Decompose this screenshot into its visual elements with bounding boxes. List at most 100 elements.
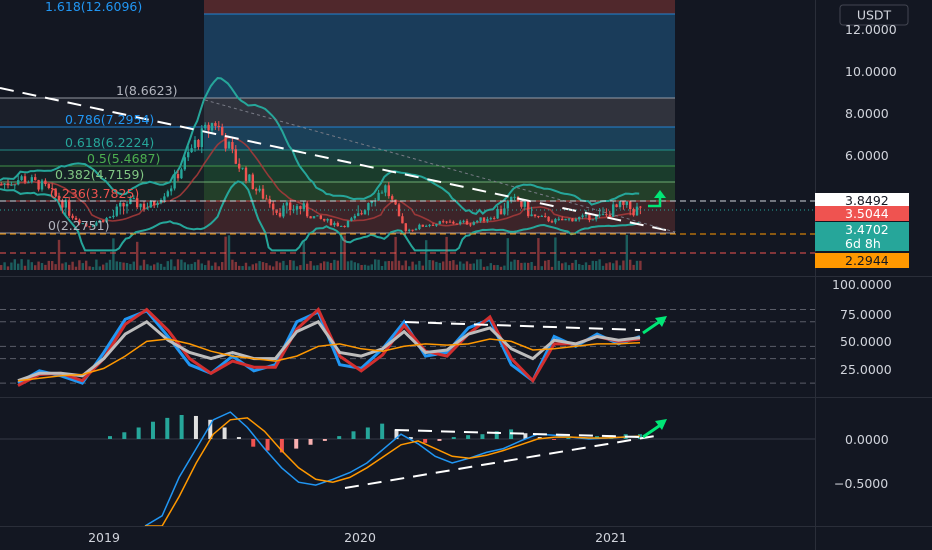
volume-bar bbox=[61, 263, 64, 270]
volume-bar bbox=[282, 260, 285, 270]
volume-bar bbox=[336, 260, 339, 270]
volume-bar bbox=[571, 262, 574, 270]
volume-bar bbox=[489, 263, 492, 270]
candle-body bbox=[482, 217, 486, 222]
candlesticks bbox=[0, 121, 642, 234]
fib-zone-extension bbox=[0, 201, 204, 233]
macd-lower-trendline[interactable] bbox=[344, 435, 656, 489]
volume-bar bbox=[329, 262, 333, 270]
candle-body bbox=[387, 185, 390, 197]
oscillator-axis[interactable]: 100.0000 75.0000 50.0000 25.0000 bbox=[832, 277, 892, 377]
price-axis[interactable]: USDT 12.0000 10.0000 8.0000 6.0000 bbox=[839, 4, 909, 163]
volume-bar bbox=[244, 262, 248, 270]
candle-body bbox=[550, 221, 554, 223]
candle-body bbox=[190, 148, 193, 153]
candle-body bbox=[153, 201, 156, 205]
volume-bar bbox=[275, 261, 278, 270]
macd-axis[interactable]: 0.0000 −0.5000 bbox=[834, 432, 889, 491]
candle-body bbox=[408, 229, 411, 231]
candle-body bbox=[61, 200, 64, 208]
candle-body bbox=[469, 224, 472, 226]
volume-bar bbox=[622, 260, 625, 270]
candle-body bbox=[465, 220, 469, 225]
volume-bar bbox=[125, 262, 129, 270]
bollinger-upper-line bbox=[0, 77, 640, 216]
candle-body bbox=[166, 191, 169, 197]
macd-histogram-bar bbox=[523, 433, 528, 439]
candle-body bbox=[462, 220, 465, 222]
volume-bar bbox=[81, 263, 84, 270]
volume-bar bbox=[465, 261, 469, 270]
candle-body bbox=[350, 218, 353, 221]
volume-bar bbox=[23, 265, 27, 270]
up-arrow-icon bbox=[648, 190, 666, 208]
volume-bar bbox=[159, 263, 163, 270]
fib-zone bbox=[204, 150, 675, 166]
candle-body bbox=[193, 139, 197, 149]
volume-bar bbox=[289, 260, 292, 270]
volume-bar bbox=[397, 260, 401, 270]
volume-bar bbox=[183, 262, 186, 270]
volume-bar bbox=[10, 262, 13, 270]
volume-bar bbox=[353, 262, 356, 270]
price-tick: 12.0000 bbox=[845, 22, 897, 37]
volume-bar bbox=[3, 262, 6, 270]
candle-body bbox=[584, 214, 588, 216]
volume-bar bbox=[472, 263, 475, 270]
volume-bar bbox=[129, 264, 132, 270]
volume-bar bbox=[615, 260, 618, 270]
volume-bar bbox=[547, 259, 550, 270]
candle-body bbox=[625, 201, 628, 205]
volume-bar bbox=[574, 259, 577, 270]
volume-bar bbox=[207, 260, 210, 270]
currency-badge[interactable] bbox=[839, 4, 909, 26]
volume-bar bbox=[180, 259, 183, 270]
volume-bar bbox=[516, 260, 520, 270]
volume-bar bbox=[6, 266, 10, 270]
candle-body bbox=[394, 199, 397, 205]
volume-bar bbox=[217, 266, 220, 270]
oscillator-series-line bbox=[17, 319, 641, 383]
volume-bar bbox=[598, 259, 601, 270]
fib-zone-extension bbox=[0, 127, 204, 150]
candle-body bbox=[523, 201, 526, 207]
candle-body bbox=[224, 135, 227, 149]
candle-body bbox=[530, 214, 533, 217]
volume-bar bbox=[44, 264, 47, 270]
volume-bar bbox=[442, 261, 445, 270]
volume-bar bbox=[452, 260, 455, 270]
oscillator-pane[interactable] bbox=[0, 307, 815, 387]
descending-trendline[interactable] bbox=[0, 87, 676, 233]
price-pane[interactable]: 1.618(12.6096) 1(8.6623) 0.786(7.2954) 0.61… bbox=[0, 0, 815, 270]
candle-body bbox=[187, 152, 190, 158]
volume-bar bbox=[112, 238, 115, 270]
macd-histogram-bar bbox=[150, 421, 155, 439]
candle-body bbox=[13, 184, 16, 186]
macd-pane[interactable] bbox=[0, 411, 815, 527]
oscillator-trendline[interactable] bbox=[404, 321, 641, 331]
volume-bar bbox=[17, 263, 20, 270]
candle-body bbox=[23, 176, 27, 183]
macd-upper-trendline[interactable] bbox=[394, 429, 641, 438]
candle-body bbox=[309, 216, 312, 219]
candle-body bbox=[346, 220, 350, 228]
candle-body bbox=[540, 215, 543, 217]
oscillator-arrow-icon bbox=[642, 316, 667, 335]
candle-body bbox=[445, 221, 448, 223]
candle-body bbox=[360, 213, 363, 215]
volume-bar bbox=[187, 264, 190, 270]
volume-bar bbox=[584, 262, 588, 270]
volume-bar bbox=[316, 265, 319, 270]
candle-body bbox=[618, 201, 622, 208]
oscillator-tick: 25.0000 bbox=[840, 362, 892, 377]
candle-body bbox=[520, 201, 523, 207]
time-axis[interactable]: 2019 2020 2021 bbox=[88, 530, 627, 545]
volume-bar bbox=[554, 237, 557, 270]
candle-body bbox=[329, 219, 333, 226]
volume-bar bbox=[319, 263, 322, 270]
candle-body bbox=[598, 214, 601, 216]
fib-label: 1.618(12.6096) bbox=[45, 0, 142, 14]
candle-body bbox=[503, 208, 506, 215]
candle-body bbox=[234, 149, 237, 164]
